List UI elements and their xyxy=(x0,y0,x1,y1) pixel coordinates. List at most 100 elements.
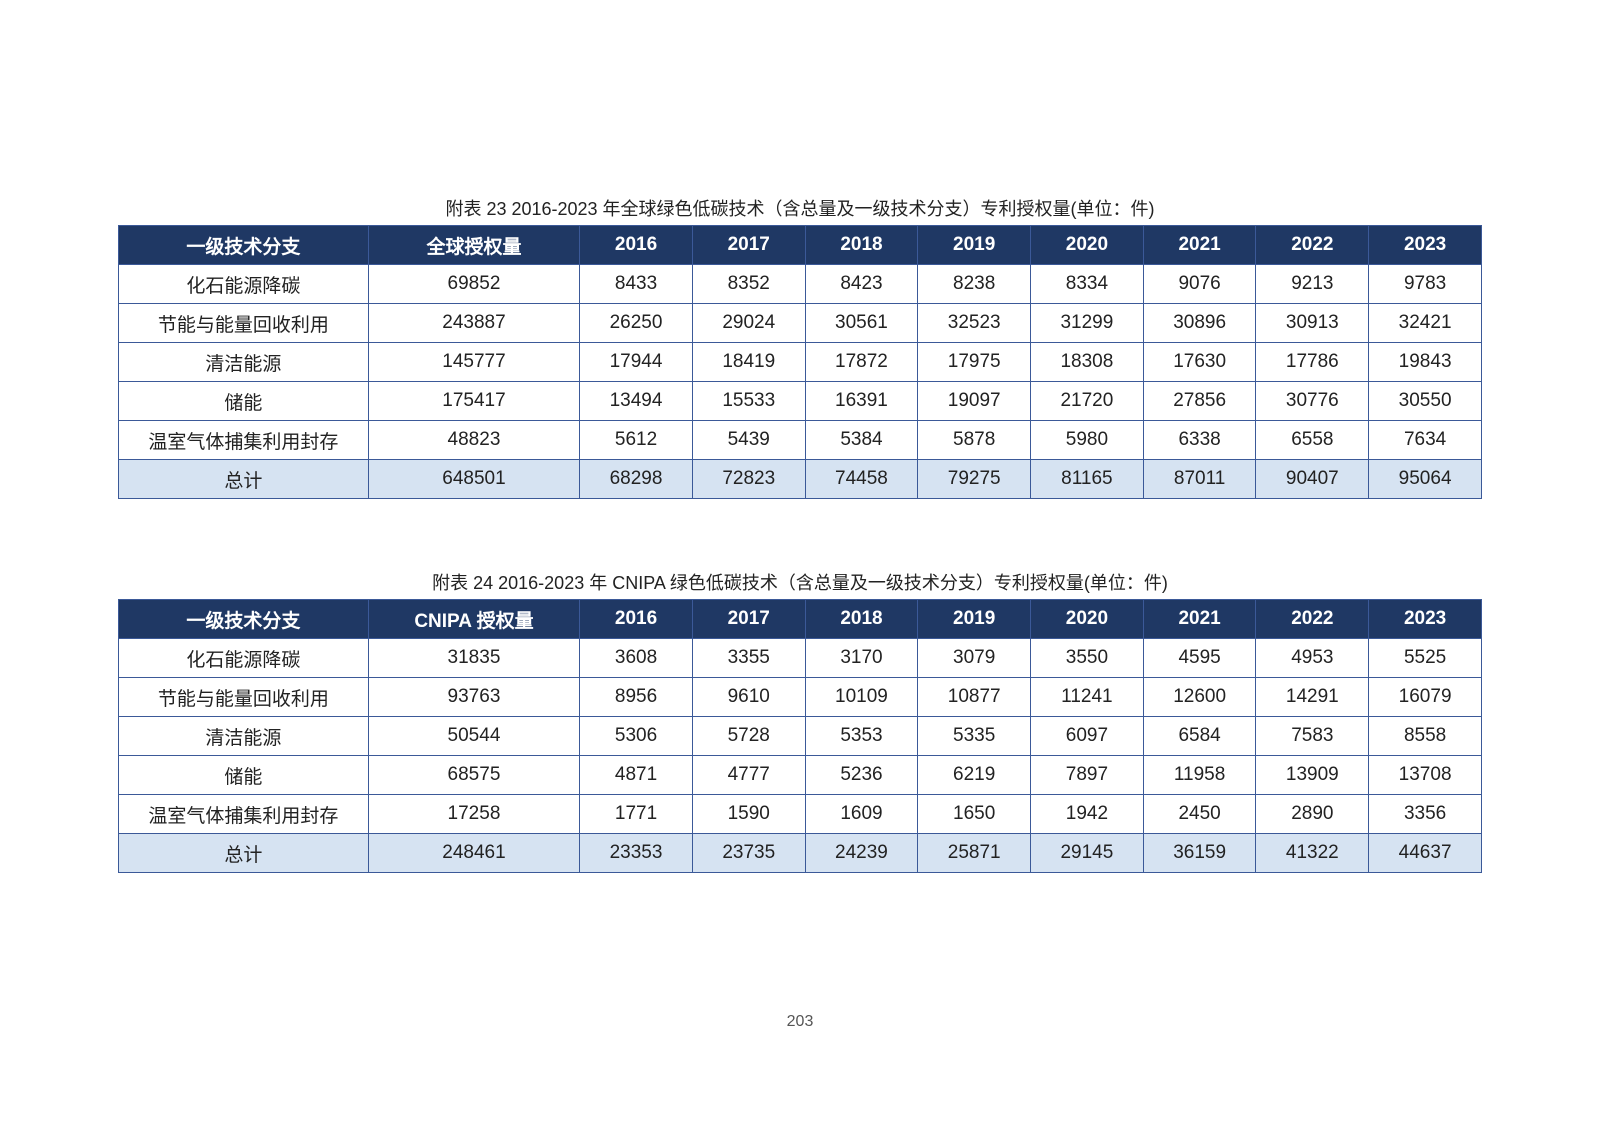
table-cell: 8238 xyxy=(918,265,1031,304)
table-cell: 30550 xyxy=(1369,382,1482,421)
table-cell: 10109 xyxy=(805,678,918,717)
table-cell: 648501 xyxy=(368,460,579,499)
table-cell: 总计 xyxy=(119,834,369,873)
table-cell: 12600 xyxy=(1143,678,1256,717)
table-cell: 87011 xyxy=(1143,460,1256,499)
table-cell: 21720 xyxy=(1031,382,1144,421)
table-total-row: 总计64850168298728237445879275811658701190… xyxy=(119,460,1482,499)
table-cell: 243887 xyxy=(368,304,579,343)
table-cell: 68575 xyxy=(368,756,579,795)
table-header-row: 一级技术分支 CNIPA 授权量 2016 2017 2018 2019 202… xyxy=(119,600,1482,639)
table-cell: 9783 xyxy=(1369,265,1482,304)
column-header: 2020 xyxy=(1031,226,1144,265)
table-caption: 附表 23 2016-2023 年全球绿色低碳技术（含总量及一级技术分支）专利授… xyxy=(118,195,1482,221)
table-cell: 4595 xyxy=(1143,639,1256,678)
table-cell: 31835 xyxy=(368,639,579,678)
column-header: 2021 xyxy=(1143,600,1256,639)
table-cell: 5728 xyxy=(692,717,805,756)
table-cell: 8956 xyxy=(580,678,693,717)
table-row: 储能17541713494155331639119097217202785630… xyxy=(119,382,1482,421)
table-cell: 36159 xyxy=(1143,834,1256,873)
table-cell: 17944 xyxy=(580,343,693,382)
table-cell: 30561 xyxy=(805,304,918,343)
column-header: 2020 xyxy=(1031,600,1144,639)
table-cell: 4953 xyxy=(1256,639,1369,678)
table-cell: 3355 xyxy=(692,639,805,678)
table-cell: 248461 xyxy=(368,834,579,873)
table-cell: 19097 xyxy=(918,382,1031,421)
table-cell: 6219 xyxy=(918,756,1031,795)
table-cell: 温室气体捕集利用封存 xyxy=(119,795,369,834)
table-row: 化石能源降碳3183536083355317030793550459549535… xyxy=(119,639,1482,678)
table-cell: 6584 xyxy=(1143,717,1256,756)
table-cell: 25871 xyxy=(918,834,1031,873)
column-header: 2018 xyxy=(805,600,918,639)
column-header: CNIPA 授权量 xyxy=(368,600,579,639)
column-header: 2023 xyxy=(1369,226,1482,265)
table-cell: 9610 xyxy=(692,678,805,717)
table-cell: 1590 xyxy=(692,795,805,834)
table-row: 节能与能量回收利用9376389569610101091087711241126… xyxy=(119,678,1482,717)
column-header: 2021 xyxy=(1143,226,1256,265)
table-cell: 18308 xyxy=(1031,343,1144,382)
column-header: 2022 xyxy=(1256,600,1369,639)
table-cell: 29145 xyxy=(1031,834,1144,873)
table-cell: 13494 xyxy=(580,382,693,421)
table-row: 清洁能源505445306572853535335609765847583855… xyxy=(119,717,1482,756)
table-cell: 26250 xyxy=(580,304,693,343)
table-cell: 8423 xyxy=(805,265,918,304)
table-cell: 5878 xyxy=(918,421,1031,460)
table-cell: 2890 xyxy=(1256,795,1369,834)
table-cell: 清洁能源 xyxy=(119,343,369,382)
table-cell: 3550 xyxy=(1031,639,1144,678)
table-cell: 13909 xyxy=(1256,756,1369,795)
data-table: 一级技术分支 全球授权量 2016 2017 2018 2019 2020 20… xyxy=(118,225,1482,499)
table-cell: 6097 xyxy=(1031,717,1144,756)
column-header: 2019 xyxy=(918,600,1031,639)
table-cell: 8558 xyxy=(1369,717,1482,756)
table-cell: 5335 xyxy=(918,717,1031,756)
table-cell: 17630 xyxy=(1143,343,1256,382)
table-cell: 19843 xyxy=(1369,343,1482,382)
table-cell: 44637 xyxy=(1369,834,1482,873)
table-cell: 90407 xyxy=(1256,460,1369,499)
column-header: 2018 xyxy=(805,226,918,265)
table-cell: 总计 xyxy=(119,460,369,499)
table-cell: 93763 xyxy=(368,678,579,717)
table-cell: 32421 xyxy=(1369,304,1482,343)
table-cell: 48823 xyxy=(368,421,579,460)
table-cell: 1771 xyxy=(580,795,693,834)
table-cell: 11241 xyxy=(1031,678,1144,717)
table-cell: 6338 xyxy=(1143,421,1256,460)
table-cell: 145777 xyxy=(368,343,579,382)
table-cell: 74458 xyxy=(805,460,918,499)
table-cell: 5525 xyxy=(1369,639,1482,678)
table-cell: 7583 xyxy=(1256,717,1369,756)
table-cell: 15533 xyxy=(692,382,805,421)
table-cell: 5353 xyxy=(805,717,918,756)
table-cell: 14291 xyxy=(1256,678,1369,717)
table-cell: 3079 xyxy=(918,639,1031,678)
table-cell: 8334 xyxy=(1031,265,1144,304)
table-row: 节能与能量回收利用2438872625029024305613252331299… xyxy=(119,304,1482,343)
table-cell: 17975 xyxy=(918,343,1031,382)
table-cell: 18419 xyxy=(692,343,805,382)
column-header: 全球授权量 xyxy=(368,226,579,265)
spacer xyxy=(118,499,1482,569)
table-cell: 3170 xyxy=(805,639,918,678)
table-cell: 5439 xyxy=(692,421,805,460)
table-cell: 50544 xyxy=(368,717,579,756)
table-cell: 11958 xyxy=(1143,756,1256,795)
table-cell: 30776 xyxy=(1256,382,1369,421)
table-cell: 3608 xyxy=(580,639,693,678)
table-cell: 31299 xyxy=(1031,304,1144,343)
table-cell: 175417 xyxy=(368,382,579,421)
column-header: 2019 xyxy=(918,226,1031,265)
page-number: 203 xyxy=(118,1013,1482,1031)
table-cell: 9076 xyxy=(1143,265,1256,304)
table-cell: 72823 xyxy=(692,460,805,499)
column-header: 2023 xyxy=(1369,600,1482,639)
table-cell: 16079 xyxy=(1369,678,1482,717)
table-cell: 27856 xyxy=(1143,382,1256,421)
table-row: 储能68575487147775236621978971195813909137… xyxy=(119,756,1482,795)
